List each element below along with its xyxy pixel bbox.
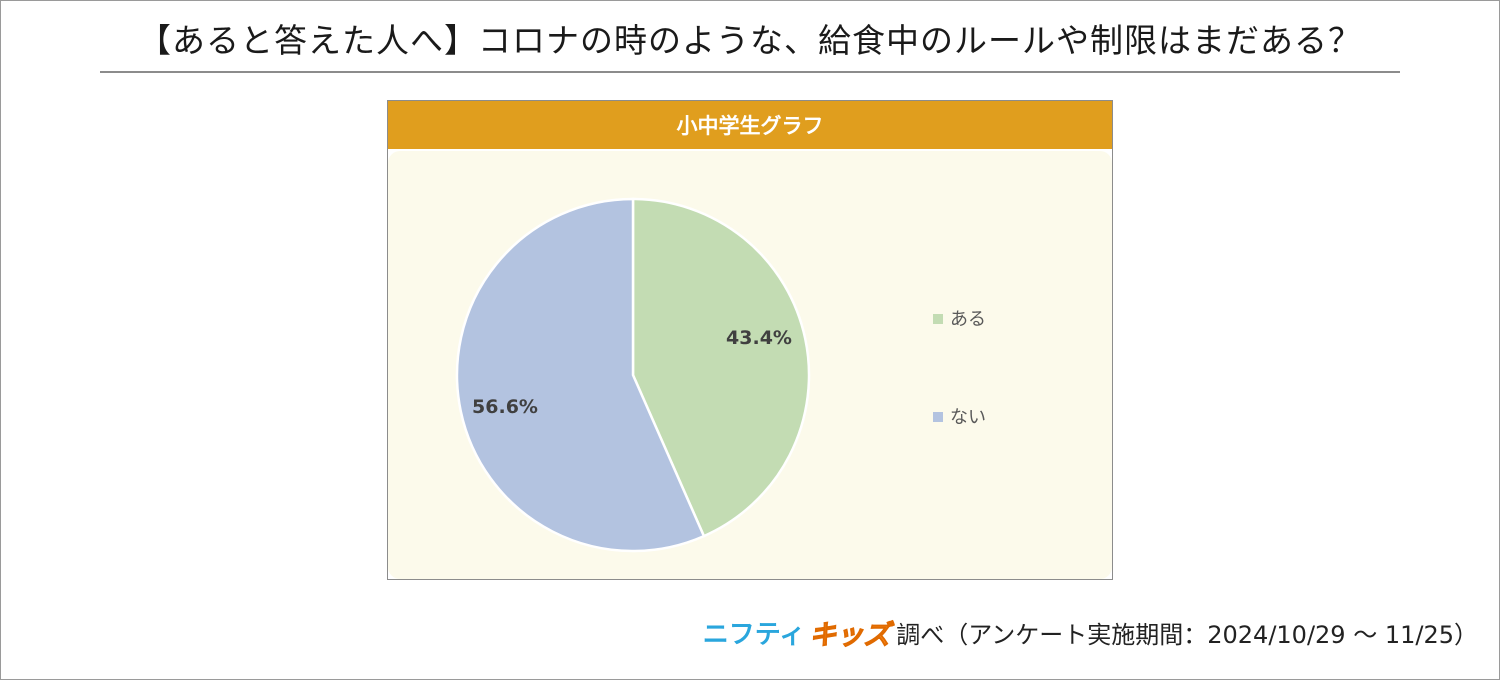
title-divider	[100, 71, 1400, 73]
data-label-nai: 56.6%	[472, 396, 538, 418]
legend-swatch-nai	[933, 412, 943, 422]
source-footer: ニフティ キッズ 調べ（アンケート実施期間：2024/10/29 ～ 11/25…	[703, 613, 1478, 652]
legend-label-aru: ある	[950, 309, 986, 330]
data-label-aru: 43.4%	[726, 327, 792, 349]
pie-slice-aru	[631, 197, 811, 538]
legend-label-nai: ない	[950, 407, 986, 428]
brand-logo-kids: キッズ	[809, 620, 891, 652]
page-title: 【あると答えた人へ】コロナの時のような、給食中のルールや制限はまだある？	[138, 21, 1362, 60]
chart-panel: 小中学生グラフ 43.4% 56.6% あるない	[387, 100, 1113, 580]
survey-period-note: 調べ（アンケート実施期間：2024/10/29 ～ 11/25）	[896, 621, 1478, 649]
legend-swatch-aru	[933, 314, 943, 324]
brand-logo-nifty: ニフティ	[702, 620, 806, 650]
pie-slice-nai	[455, 197, 706, 553]
chart-title: 小中学生グラフ	[388, 101, 1112, 149]
